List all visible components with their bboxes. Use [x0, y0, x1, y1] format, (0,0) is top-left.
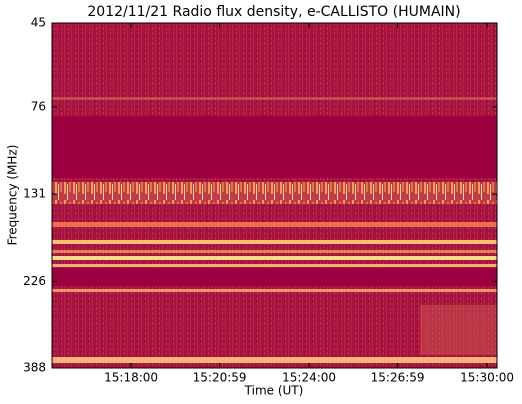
x-tick-label: 15:18:00: [104, 371, 158, 385]
y-tick-label: 131: [23, 187, 46, 201]
y-tick-label: 45: [31, 16, 46, 30]
chart-title: 2012/11/21 Radio flux density, e-CALLIST…: [87, 4, 460, 20]
spectrogram-band: [52, 222, 497, 227]
plot-frame: [51, 22, 498, 369]
y-tick-label: 76: [31, 99, 46, 113]
y-tick-label: 226: [23, 274, 46, 288]
spectrogram-band: [52, 182, 497, 204]
x-tick-label: 15:24:00: [282, 371, 336, 385]
spectrogram-band: [52, 97, 497, 100]
x-axis-label: Time (UT): [244, 384, 304, 398]
spectrogram-band: [52, 357, 497, 363]
spectrogram: [52, 23, 497, 368]
spectrogram-band: [52, 264, 497, 267]
spectrogram-band: [420, 305, 497, 355]
x-tick-label: 15:20:59: [193, 371, 247, 385]
spectrogram-band: [52, 268, 497, 286]
y-axis-label: Frequency (MHz): [6, 145, 20, 246]
spectrogram-band: [52, 289, 497, 292]
spectrogram-band: [52, 256, 497, 260]
x-tick-label: 15:30:00: [460, 371, 514, 385]
y-tick-label: 388: [23, 361, 46, 375]
spectrogram-band: [52, 116, 497, 178]
spectrogram-band: [52, 250, 497, 253]
spectrogram-band: [52, 240, 497, 244]
x-tick-label: 15:26:59: [371, 371, 425, 385]
